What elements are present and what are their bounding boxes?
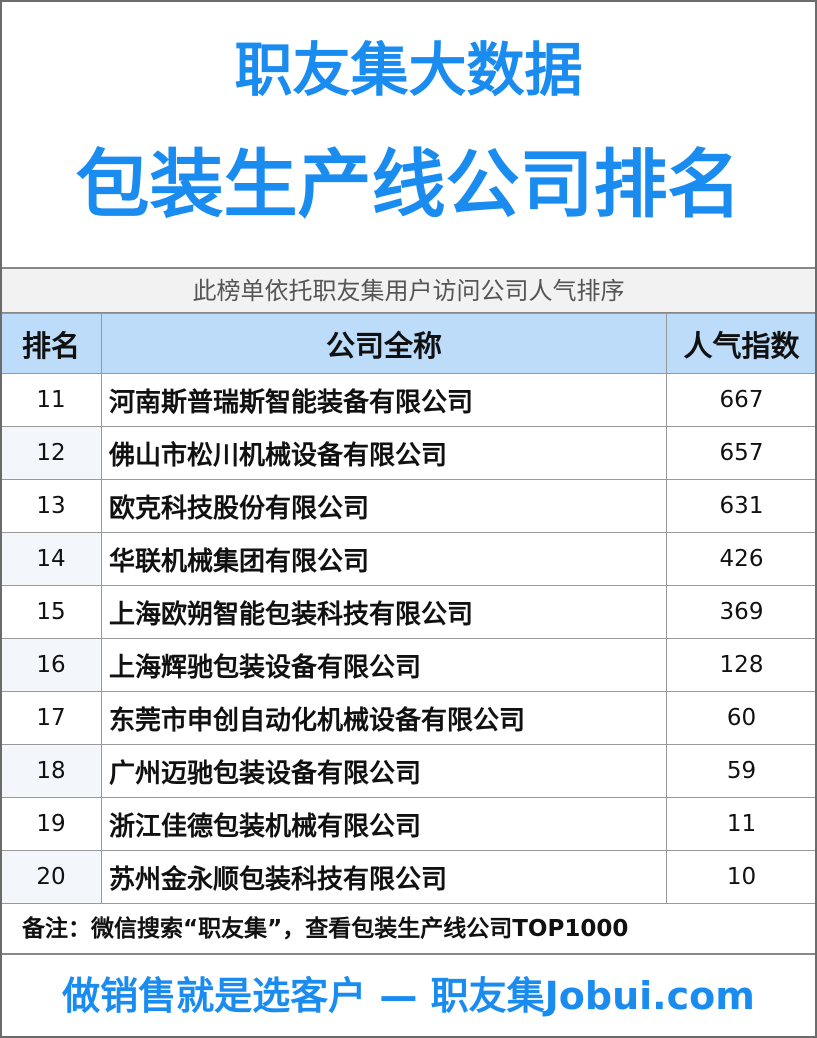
table-row: 17 东莞市申创自动化机械设备有限公司 60 [0,691,817,745]
company-name-cell: 上海欧朔智能包装科技有限公司 [101,585,667,639]
score-cell: 10 [666,850,817,904]
company-name-cell: 华联机械集团有限公司 [101,532,667,586]
footer-slogan: 做销售就是选客户 — 职友集Jobui.com [62,974,755,1018]
subtitle: 此榜单依托职友集用户访问公司人气排序 [0,267,817,313]
table-row: 15 上海欧朔智能包装科技有限公司 369 [0,585,817,639]
score-cell: 426 [666,532,817,586]
company-name-cell: 苏州金永顺包装科技有限公司 [101,850,667,904]
score-cell: 59 [666,744,817,798]
title-line-1: 职友集大数据 [234,36,583,104]
header: 职友集大数据 包装生产线公司排名 [0,0,817,267]
company-name-cell: 河南斯普瑞斯智能装备有限公司 [101,373,667,427]
table-row: 13 欧克科技股份有限公司 631 [0,479,817,533]
column-header-score: 人气指数 [666,313,817,374]
company-name-cell: 欧克科技股份有限公司 [101,479,667,533]
table-row: 11 河南斯普瑞斯智能装备有限公司 667 [0,373,817,427]
table-row: 19 浙江佳德包装机械有限公司 11 [0,797,817,851]
table-row: 18 广州迈驰包装设备有限公司 59 [0,744,817,798]
company-name-cell: 浙江佳德包装机械有限公司 [101,797,667,851]
ranking-table: 排名 公司全称 人气指数 11 河南斯普瑞斯智能装备有限公司 667 12 佛山市松川机… [0,313,817,904]
company-name-cell: 广州迈驰包装设备有限公司 [101,744,667,798]
table-row: 14 华联机械集团有限公司 426 [0,532,817,586]
column-header-rank: 排名 [0,313,102,374]
score-cell: 631 [666,479,817,533]
page-title: 包装生产线公司排名 [75,142,742,228]
company-name-cell: 东莞市申创自动化机械设备有限公司 [101,691,667,745]
score-cell: 667 [666,373,817,427]
rank-cell: 20 [0,850,102,904]
rank-cell: 18 [0,744,102,798]
rank-cell: 14 [0,532,102,586]
rank-cell: 16 [0,638,102,692]
rank-cell: 12 [0,426,102,480]
column-header-company: 公司全称 [101,313,667,374]
table-row: 20 苏州金永顺包装科技有限公司 10 [0,850,817,904]
note: 备注：微信搜索“职友集”，查看包装生产线公司TOP1000 [0,903,817,955]
score-cell: 60 [666,691,817,745]
